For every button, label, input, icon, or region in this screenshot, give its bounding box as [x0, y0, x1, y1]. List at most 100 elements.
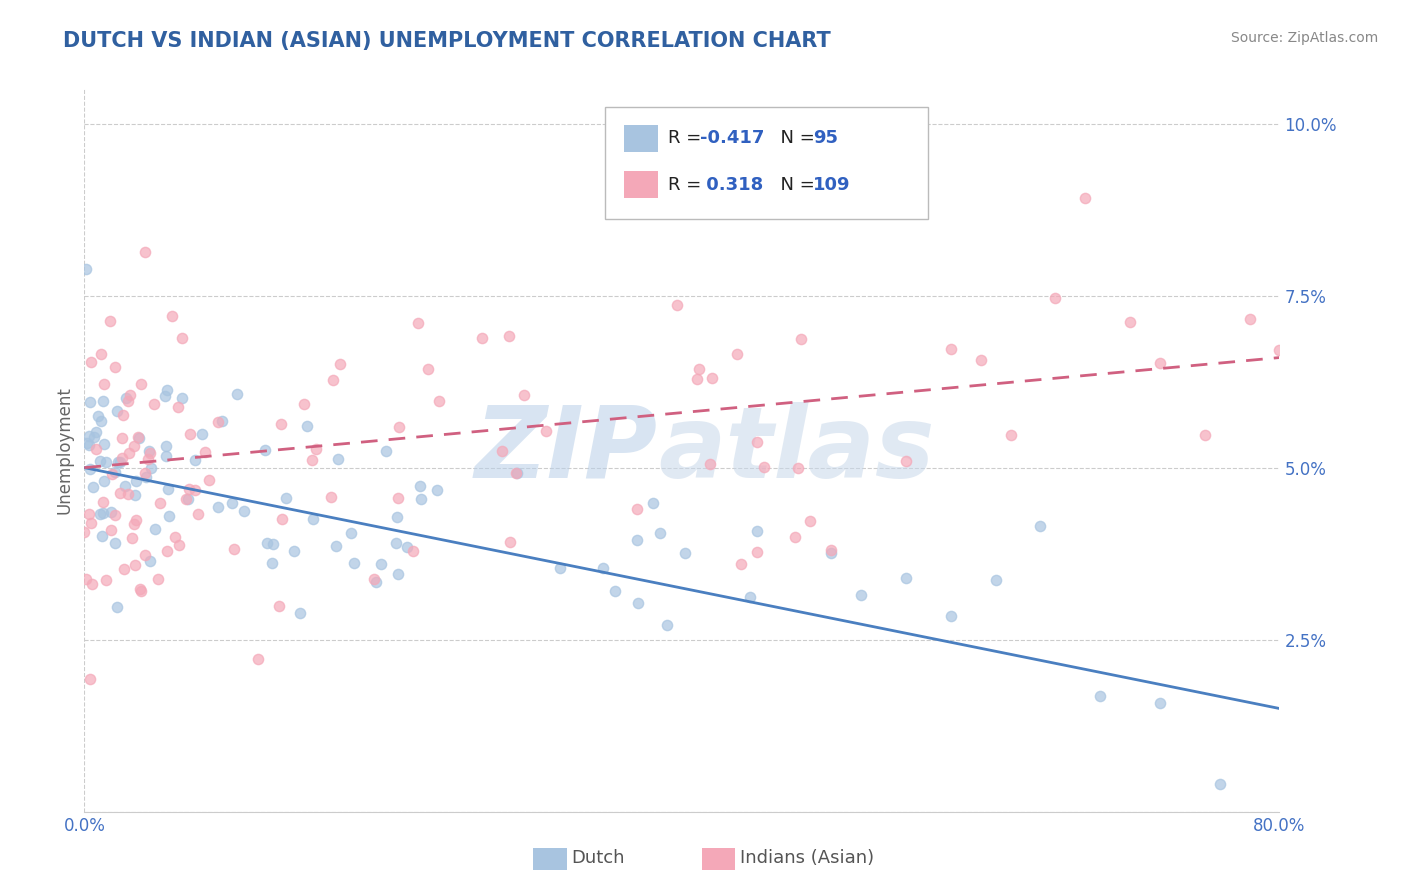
Point	[157, 509, 180, 524]
Point	[939, 342, 962, 356]
Point	[270, 417, 292, 431]
Point	[221, 496, 243, 510]
Point	[1090, 690, 1112, 704]
Text: Source: ZipAtlas.com: Source: ZipAtlas.com	[1230, 31, 1378, 45]
Point	[207, 416, 229, 430]
Point	[699, 457, 721, 471]
Point	[157, 483, 180, 497]
Point	[406, 316, 429, 330]
Point	[104, 466, 127, 480]
Point	[129, 583, 152, 598]
Point	[471, 331, 494, 345]
Point	[136, 451, 159, 466]
Point	[79, 394, 101, 409]
Point	[363, 573, 385, 587]
Point	[138, 443, 160, 458]
Point	[1194, 428, 1216, 442]
Point	[177, 483, 200, 497]
Point	[1149, 356, 1171, 370]
Point	[139, 553, 162, 567]
Point	[686, 372, 709, 386]
Point	[179, 427, 201, 442]
Point	[143, 396, 166, 410]
Point	[94, 573, 117, 587]
Point	[1045, 291, 1067, 305]
Point	[247, 652, 270, 666]
Point	[191, 427, 214, 442]
Point	[894, 571, 917, 585]
Point	[87, 409, 110, 423]
Point	[108, 455, 131, 469]
Point	[76, 435, 98, 450]
Point	[155, 449, 177, 463]
Point	[325, 539, 347, 553]
Point	[387, 491, 409, 505]
Point	[426, 483, 449, 497]
Point	[93, 377, 115, 392]
Point	[107, 455, 129, 469]
Point	[288, 606, 311, 620]
Point	[688, 362, 710, 376]
Point	[91, 494, 114, 508]
Point	[183, 452, 205, 467]
Point	[820, 547, 842, 561]
Point	[340, 526, 363, 541]
Point	[222, 541, 245, 556]
Point	[233, 504, 256, 518]
Point	[143, 522, 166, 536]
Point	[820, 543, 842, 558]
Point	[499, 535, 522, 549]
Point	[984, 574, 1007, 588]
Point	[395, 540, 418, 554]
Point	[166, 400, 188, 414]
Point	[104, 508, 127, 522]
Point	[117, 394, 139, 409]
Point	[90, 413, 112, 427]
Point	[174, 491, 197, 506]
Point	[155, 439, 177, 453]
Point	[319, 490, 342, 504]
Point	[603, 584, 626, 599]
Point	[156, 383, 179, 397]
Point	[211, 414, 233, 428]
Point	[118, 446, 141, 460]
Point	[505, 466, 527, 480]
Point	[94, 455, 117, 469]
Point	[322, 373, 344, 387]
Point	[89, 508, 111, 522]
Text: atlas: atlas	[658, 402, 935, 499]
Point	[270, 511, 292, 525]
Point	[648, 526, 671, 541]
Point	[262, 556, 284, 570]
Point	[79, 516, 101, 530]
Point	[364, 574, 387, 589]
Point	[117, 487, 139, 501]
Point	[176, 491, 198, 506]
Point	[134, 548, 156, 562]
Point	[326, 452, 349, 467]
Point	[105, 600, 128, 615]
Point	[91, 529, 114, 543]
Point	[790, 332, 813, 346]
Point	[1239, 311, 1261, 326]
Text: -0.417: -0.417	[700, 129, 765, 147]
Point	[297, 418, 319, 433]
Point	[100, 505, 122, 519]
Point	[387, 510, 409, 524]
Point	[301, 453, 323, 467]
Point	[626, 533, 648, 548]
Point	[738, 590, 761, 604]
Point	[666, 298, 689, 312]
Point	[534, 424, 557, 438]
Point	[894, 454, 917, 468]
Point	[75, 572, 97, 586]
Point	[197, 473, 219, 487]
Point	[626, 596, 648, 610]
Point	[121, 531, 143, 545]
Point	[752, 460, 775, 475]
Point	[370, 557, 392, 571]
Text: ZIP: ZIP	[475, 402, 658, 499]
Point	[626, 501, 648, 516]
Point	[1029, 518, 1052, 533]
Point	[253, 442, 276, 457]
